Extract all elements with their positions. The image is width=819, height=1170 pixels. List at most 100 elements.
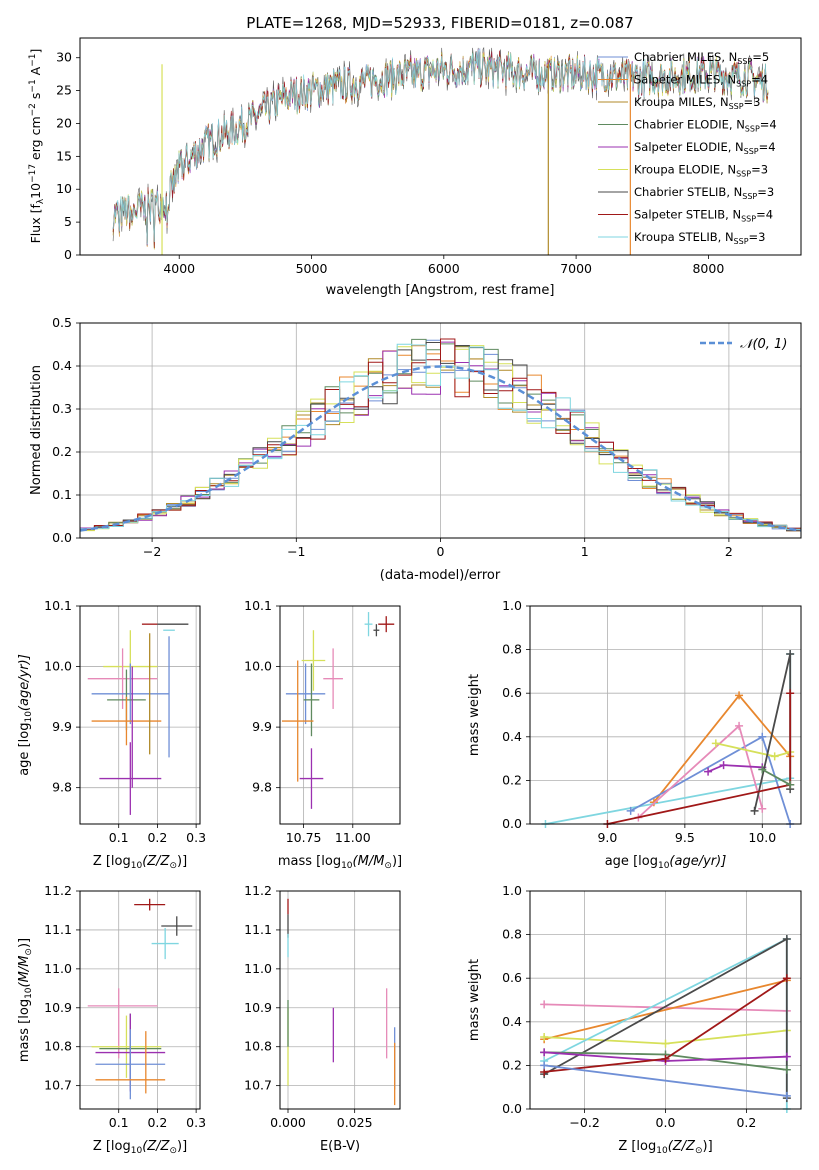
x-tick-label: 10.75 <box>286 830 322 845</box>
panel-frame <box>279 605 401 825</box>
x-tick-label: 0.2 <box>736 1115 756 1130</box>
weight-marker <box>758 804 767 813</box>
label-end: )] <box>17 938 32 948</box>
weight-line <box>607 693 792 825</box>
label-end: )] <box>177 854 187 869</box>
panel-frame <box>279 890 401 1110</box>
weight-marker <box>782 1065 791 1074</box>
panel-xlabel: Z [log10(Z/Z⊙)] <box>93 1139 187 1156</box>
errorbar-point <box>323 648 343 709</box>
weight-line <box>715 742 791 758</box>
legend-name: Kroupa MILES, <box>634 95 720 109</box>
label-sun: ⊙ <box>384 861 392 871</box>
y-tick-label: 10.7 <box>244 1078 272 1093</box>
residuals-ylabel: Normed distribution <box>29 365 44 495</box>
panel-ylabel: age [log10(age/yr)] <box>17 654 34 776</box>
errorbar-point <box>91 663 170 725</box>
y-tick-label: 10.0 <box>244 659 272 674</box>
label-rest: (age/yr)] <box>17 654 32 711</box>
y-tick-label: 15 <box>56 148 72 163</box>
spectrum-frame <box>79 37 802 256</box>
spectrum-ylabel: Flux [fλ10−17 erg cm−2 s−1 A−1] <box>28 49 46 244</box>
weight-marker <box>782 934 791 943</box>
y-tick-label: 0.8 <box>502 642 522 657</box>
errorbar-point <box>303 663 320 737</box>
legend-entry: Kroupa MILES, NSSP=3 <box>634 95 761 111</box>
legend-name: Salpeter STELIB, <box>634 208 732 222</box>
weight-marker <box>626 806 635 815</box>
panel-weight-z: −0.2 0.0 0.2 0.0 0.2 0.4 0.6 0.8 1.0 Z [log10(Z/Z… <box>467 883 802 1156</box>
x-tick-label: 2 <box>725 544 733 559</box>
weight-marker <box>735 721 744 730</box>
errorbar-point <box>91 696 162 746</box>
legend-n-sub: SSP <box>741 215 756 224</box>
weight-line <box>544 1064 787 1097</box>
errorbar-point <box>378 616 395 633</box>
x-tick-label: 1 <box>581 544 589 559</box>
spectrum-series-line <box>112 49 769 245</box>
label-rest: (Z/Z <box>142 854 170 869</box>
legend-n-sub: SSP <box>737 57 752 66</box>
y-tick-label: 0.4 <box>52 358 72 373</box>
x-tick-label: 0 <box>437 544 445 559</box>
y-tick-label: 0.6 <box>502 970 522 985</box>
weight-marker <box>758 765 767 774</box>
legend-n-value: =4 <box>760 118 777 132</box>
legend-n-sub: SSP <box>745 125 760 134</box>
spectrum-panel: PLATE=1268, MJD=52933, FIBERID=0181, z=0… <box>28 14 802 298</box>
label-main: Z [log <box>93 1139 131 1154</box>
panel-weight-age: 9.0 9.5 10.0 0.0 0.2 0.4 0.6 0.8 1.0 age [log10(a… <box>467 598 802 871</box>
legend-n-value: =3 <box>744 95 761 109</box>
y-tick-label: 0.1 <box>52 487 72 502</box>
x-tick-label: 11.00 <box>335 830 371 845</box>
y-tick-label: 0.3 <box>52 401 72 416</box>
weight-line <box>544 1003 787 1012</box>
weight-marker <box>735 691 744 700</box>
legend-n: N <box>736 118 745 132</box>
y-tick-label: 11.0 <box>244 961 272 976</box>
y-tick-label: 0.8 <box>502 927 522 942</box>
small-panels: 0.1 0.2 0.39.89.910.010.1Z [log10(Z/Z⊙)]ag… <box>17 598 802 1156</box>
errorbar-point <box>95 1029 166 1100</box>
errorbar-point <box>301 630 326 691</box>
spectrum-lines <box>112 46 769 255</box>
label-rest: (age/yr)] <box>669 854 726 869</box>
legend-entry: Kroupa STELIB, NSSP=3 <box>634 230 765 246</box>
weight-marker <box>770 752 779 761</box>
y-tick-label: 0.4 <box>502 729 522 744</box>
y-tick-label: 10.8 <box>244 1039 272 1054</box>
panel-xlabel: age [log10(age/yr)] <box>605 854 727 871</box>
residuals-histograms <box>79 338 802 532</box>
residual-histogram <box>80 343 801 530</box>
panel-mass-z: 0.1 0.2 0.310.710.810.911.011.111.2Z [log1… <box>17 883 206 1156</box>
legend-entry: Kroupa ELODIE, NSSP=3 <box>634 163 768 179</box>
y-tick-label: 0.0 <box>52 530 72 545</box>
x-tick-label: 0.3 <box>186 1115 206 1130</box>
y-tick-label: 11.1 <box>244 922 272 937</box>
x-tick-label: 10.0 <box>748 830 776 845</box>
panel-mass-ebv: 0.000 0.025 10.7 10.8 10.9 11.0 11.1 11.2 E(B-V) <box>244 883 401 1154</box>
y-tick-label: 0.5 <box>52 315 72 330</box>
x-tick-label: 4000 <box>163 261 195 276</box>
y-tick-label: 9.9 <box>52 719 72 734</box>
y-tick-label: 0 <box>64 247 72 262</box>
label-sub: 10 <box>131 1146 143 1156</box>
legend-n: N <box>732 208 741 222</box>
panel-xlabel: mass [log10(M/M⊙)] <box>278 854 402 871</box>
y-tick-label: 10.1 <box>244 598 272 613</box>
label-main: mass [log <box>17 999 32 1062</box>
x-tick-label: −2 <box>143 544 161 559</box>
y-tick-label: 9.8 <box>52 780 72 795</box>
legend-n: N <box>735 140 744 154</box>
legend-entry: Salpeter MILES, NSSP=4 <box>634 73 768 89</box>
y-tick-label: 10.1 <box>44 598 72 613</box>
errorbar-point <box>373 624 380 637</box>
label-main: mass [log <box>278 854 341 869</box>
spectrum-ticks: 4000 5000 6000 7000 8000 0 5 10 15 20 25 30 <box>56 50 724 276</box>
label-sun: ⊙ <box>169 1146 177 1156</box>
y-tick-label: 25 <box>56 83 72 98</box>
label-sub: 10 <box>656 1146 668 1156</box>
legend-n: N <box>729 50 738 64</box>
label-sub: 10 <box>24 711 34 723</box>
